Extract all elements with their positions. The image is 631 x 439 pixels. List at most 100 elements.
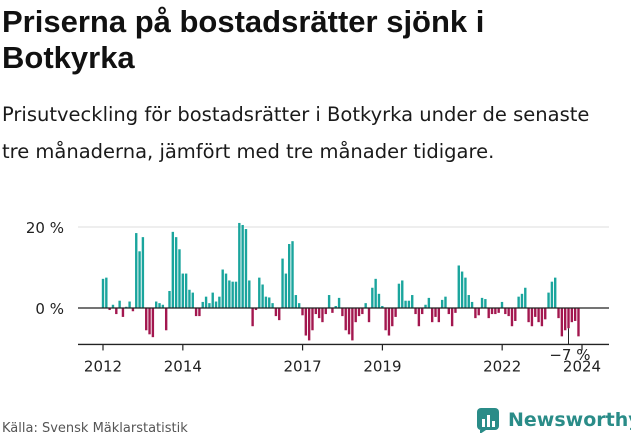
bar[interactable] <box>208 303 211 308</box>
bar[interactable] <box>138 251 141 308</box>
bar[interactable] <box>271 303 274 308</box>
bar[interactable] <box>540 308 544 327</box>
bar[interactable] <box>460 271 464 308</box>
bar[interactable] <box>121 308 125 317</box>
bar[interactable] <box>560 308 564 337</box>
bar[interactable] <box>374 278 377 308</box>
bar[interactable] <box>557 308 560 319</box>
bar[interactable] <box>391 308 394 327</box>
bar[interactable] <box>554 277 557 309</box>
bar[interactable] <box>490 308 494 315</box>
bar[interactable] <box>105 277 108 309</box>
bar[interactable] <box>281 258 284 308</box>
bar[interactable] <box>467 295 470 308</box>
bar[interactable] <box>148 308 151 335</box>
bar[interactable] <box>291 241 294 309</box>
bar[interactable] <box>367 308 371 323</box>
bar[interactable] <box>131 308 135 312</box>
bar[interactable] <box>427 297 431 309</box>
bar[interactable] <box>480 297 484 309</box>
bar[interactable] <box>174 237 178 309</box>
bar[interactable] <box>381 305 384 308</box>
bar[interactable] <box>457 265 460 308</box>
bar[interactable] <box>145 308 148 331</box>
bar[interactable] <box>430 308 434 323</box>
bar[interactable] <box>364 303 367 308</box>
bar[interactable] <box>168 290 171 308</box>
bar[interactable] <box>251 308 254 327</box>
bar[interactable] <box>221 269 224 308</box>
bar[interactable] <box>128 301 131 308</box>
bar[interactable] <box>504 308 507 315</box>
bar[interactable] <box>550 281 554 308</box>
bar[interactable] <box>184 273 188 308</box>
bar[interactable] <box>577 308 580 337</box>
bar[interactable] <box>178 249 181 308</box>
bar[interactable] <box>477 308 480 316</box>
bar[interactable] <box>311 308 314 331</box>
bar[interactable] <box>228 280 231 308</box>
bar[interactable] <box>284 273 288 308</box>
bar[interactable] <box>351 308 354 341</box>
bar[interactable] <box>321 308 324 323</box>
bar[interactable] <box>288 244 291 308</box>
bar[interactable] <box>244 229 248 308</box>
bar[interactable] <box>201 301 204 308</box>
bar[interactable] <box>450 308 454 327</box>
bar[interactable] <box>334 305 337 308</box>
bar[interactable] <box>261 284 264 308</box>
bar[interactable] <box>354 308 357 323</box>
bar[interactable] <box>101 278 105 308</box>
bar[interactable] <box>111 304 115 308</box>
bar[interactable] <box>231 281 234 308</box>
bar[interactable] <box>454 308 457 313</box>
bar[interactable] <box>188 289 191 308</box>
bar[interactable] <box>434 308 437 317</box>
bar[interactable] <box>108 308 111 311</box>
bar[interactable] <box>527 308 530 323</box>
bar[interactable] <box>141 237 145 309</box>
bar[interactable] <box>161 304 165 308</box>
bar[interactable] <box>404 300 407 308</box>
bar[interactable] <box>447 308 450 315</box>
bar[interactable] <box>347 308 351 335</box>
bar[interactable] <box>294 295 298 308</box>
bar[interactable] <box>530 308 534 327</box>
bar[interactable] <box>164 308 168 331</box>
bar[interactable] <box>440 299 444 308</box>
bar[interactable] <box>171 231 175 308</box>
bar[interactable] <box>384 308 387 331</box>
bar[interactable] <box>514 308 517 321</box>
bar[interactable] <box>238 222 241 308</box>
bar[interactable] <box>424 304 427 308</box>
bar[interactable] <box>524 287 527 308</box>
bar[interactable] <box>534 308 537 317</box>
bar[interactable] <box>487 308 490 319</box>
bar[interactable] <box>470 301 474 308</box>
bar[interactable] <box>214 301 218 308</box>
bar[interactable] <box>155 301 158 308</box>
bar[interactable] <box>158 303 161 308</box>
bar[interactable] <box>377 293 381 308</box>
bar[interactable] <box>397 283 401 308</box>
bar[interactable] <box>258 277 261 309</box>
bar[interactable] <box>204 296 208 308</box>
bar[interactable] <box>324 308 327 315</box>
bar[interactable] <box>520 293 524 308</box>
bar[interactable] <box>411 295 414 308</box>
bar[interactable] <box>341 308 344 317</box>
bar[interactable] <box>573 308 577 321</box>
bar[interactable] <box>497 308 500 313</box>
bar[interactable] <box>198 308 201 317</box>
bar[interactable] <box>547 292 550 308</box>
bar[interactable] <box>510 308 514 327</box>
bar[interactable] <box>224 273 228 308</box>
bar[interactable] <box>537 308 540 323</box>
bar[interactable] <box>268 297 271 308</box>
bar[interactable] <box>371 287 374 308</box>
bar[interactable] <box>191 292 194 308</box>
bar[interactable] <box>218 296 221 308</box>
bar[interactable] <box>401 280 404 308</box>
bar[interactable] <box>254 308 258 311</box>
newsworthy-logo[interactable]: Newsworthy <box>476 407 631 433</box>
